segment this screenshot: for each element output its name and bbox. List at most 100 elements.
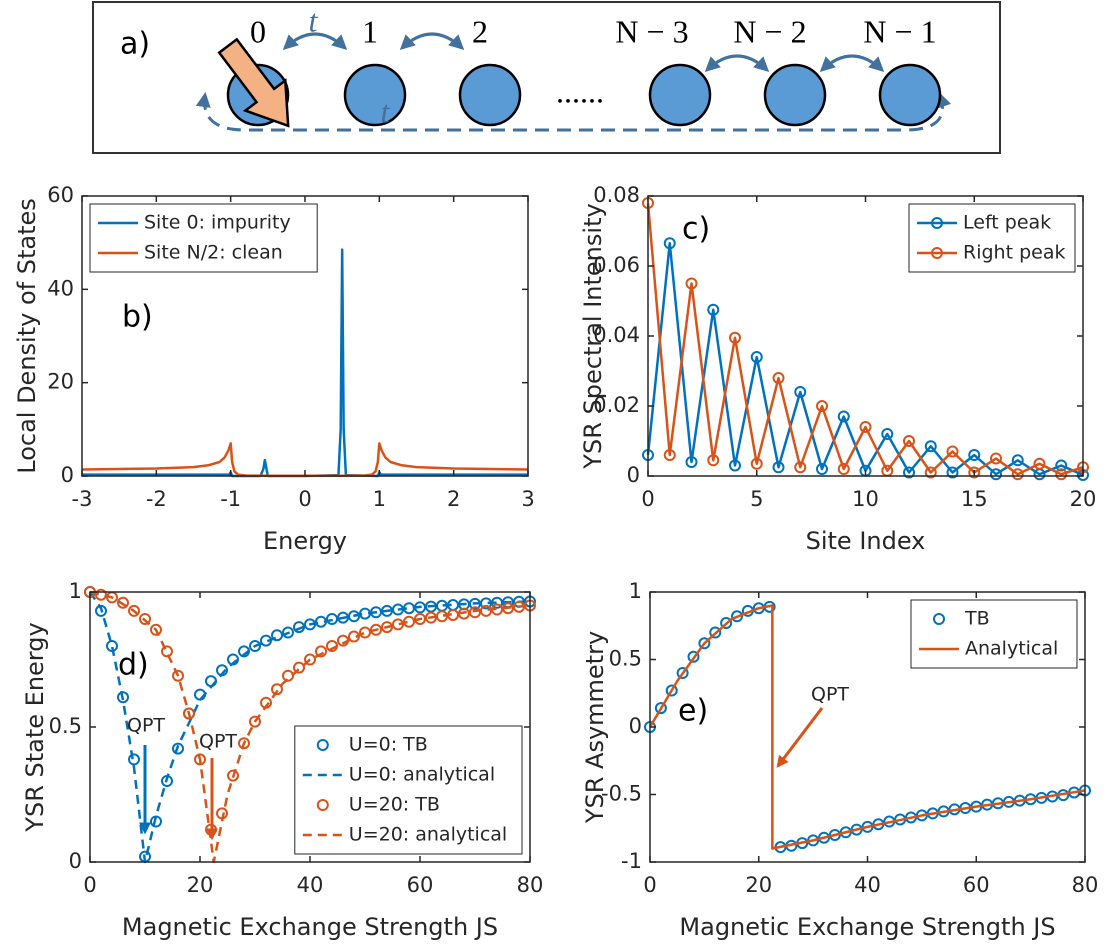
data-point [750, 457, 763, 470]
series-line [646, 202, 1084, 476]
legend-label: U=20: TB [349, 794, 440, 816]
x-tick-label: 20 [745, 873, 772, 897]
y-tick-label: 0 [629, 714, 642, 738]
x-tick-label: -1 [220, 487, 241, 511]
legend-swatch [931, 217, 943, 229]
y-tick-label: 0 [627, 463, 640, 487]
data-point [128, 753, 140, 766]
y-tick-label: 40 [47, 276, 74, 300]
y-tick-label: 1 [629, 579, 642, 603]
site-label: N − 2 [733, 13, 806, 49]
legend-label: Left peak [963, 212, 1051, 234]
x-tick-label: 60 [407, 873, 434, 897]
hopping-arrow [399, 32, 465, 51]
data-point [720, 617, 733, 630]
data-point [707, 303, 720, 316]
site [648, 63, 712, 127]
data-point [968, 466, 981, 479]
y-tick-label: 1 [69, 579, 82, 603]
data-point [326, 640, 338, 652]
legend-swatch [316, 739, 329, 751]
data-point [249, 640, 261, 652]
data-point [172, 669, 184, 682]
data-point [731, 610, 743, 623]
diagram-frame [92, 1, 1001, 154]
data-point [794, 461, 807, 474]
legend-swatch [316, 799, 329, 811]
series-line [89, 590, 531, 864]
panel-label: b) [122, 300, 153, 335]
data-point [227, 769, 239, 782]
data-point [665, 684, 678, 697]
data-point [968, 449, 981, 461]
y-axis-label: Local Density of States [13, 198, 41, 474]
annotation: QPT [811, 684, 849, 706]
data-point [837, 463, 850, 475]
x-tick-label: 80 [1072, 873, 1099, 897]
data-point [95, 604, 107, 617]
y-tick-label: 0.5 [609, 647, 642, 671]
data-point [698, 637, 711, 650]
legend-box [908, 203, 1076, 273]
annotation: QPT [127, 715, 165, 737]
data-point [304, 653, 316, 666]
y-tick-label: 0 [69, 849, 82, 873]
data-point [161, 645, 173, 658]
legend-swatch [931, 247, 943, 259]
legend-label: U=0: analytical [349, 764, 495, 786]
data-point [282, 626, 294, 639]
data-point [903, 466, 915, 479]
x-axis-label: Magnetic Exchange Strength JS [122, 913, 498, 941]
legend-box [294, 725, 523, 855]
data-point [436, 610, 448, 623]
hopping-label: t [309, 2, 319, 38]
x-tick-label: 60 [963, 873, 990, 897]
data-point [685, 277, 698, 290]
data-point [1011, 454, 1024, 467]
legend-box [89, 203, 318, 273]
legend-label: Right peak [963, 242, 1065, 264]
y-axis-label: YSR Asymmetry [581, 631, 609, 824]
chain: 0 1 2 N − 3 N − 2 N − 1 [226, 13, 942, 127]
panel-label: a) [120, 27, 150, 62]
spin-arrow [217, 37, 290, 128]
data-point [837, 410, 850, 423]
data-point [816, 463, 828, 475]
data-point [924, 440, 937, 453]
ellipsis: ...... [556, 73, 604, 109]
data-point [326, 613, 338, 625]
x-axis-label: Energy [263, 527, 347, 555]
site-label: 1 [362, 13, 378, 49]
x-axis-label: Magnetic Exchange Strength JS [679, 913, 1055, 941]
data-point [990, 468, 1002, 481]
hopping-arrow [819, 54, 885, 73]
x-tick-label: 10 [852, 487, 879, 511]
data-point [676, 667, 689, 679]
data-point [337, 611, 349, 624]
x-tick-label: 15 [961, 487, 988, 511]
panel-label: d) [118, 648, 149, 683]
site [763, 63, 827, 127]
data-point [315, 645, 327, 658]
legend-label: Site N/2: clean [144, 242, 283, 264]
data-point [687, 650, 700, 663]
series-line [88, 591, 531, 864]
x-tick-label: 40 [297, 873, 324, 897]
y-tick-label: 0.02 [593, 393, 640, 417]
y-tick-label: 0.5 [49, 714, 82, 738]
y-axis-label: YSR Spectral Intensity [579, 203, 607, 469]
x-tick-label: 40 [854, 873, 881, 897]
y-tick-label: 0.08 [593, 183, 640, 207]
data-point [381, 604, 393, 617]
data-point [990, 452, 1002, 465]
panel-label: c) [682, 212, 710, 247]
series-line [648, 604, 1086, 850]
x-tick-label: -3 [72, 487, 93, 511]
data-point [1055, 468, 1068, 481]
data-point [685, 456, 698, 468]
data-point [946, 466, 959, 479]
x-tick-label: 0 [298, 487, 311, 511]
data-point [707, 454, 720, 467]
x-tick-label: 0 [643, 873, 656, 897]
x-tick-label: 5 [750, 487, 763, 511]
